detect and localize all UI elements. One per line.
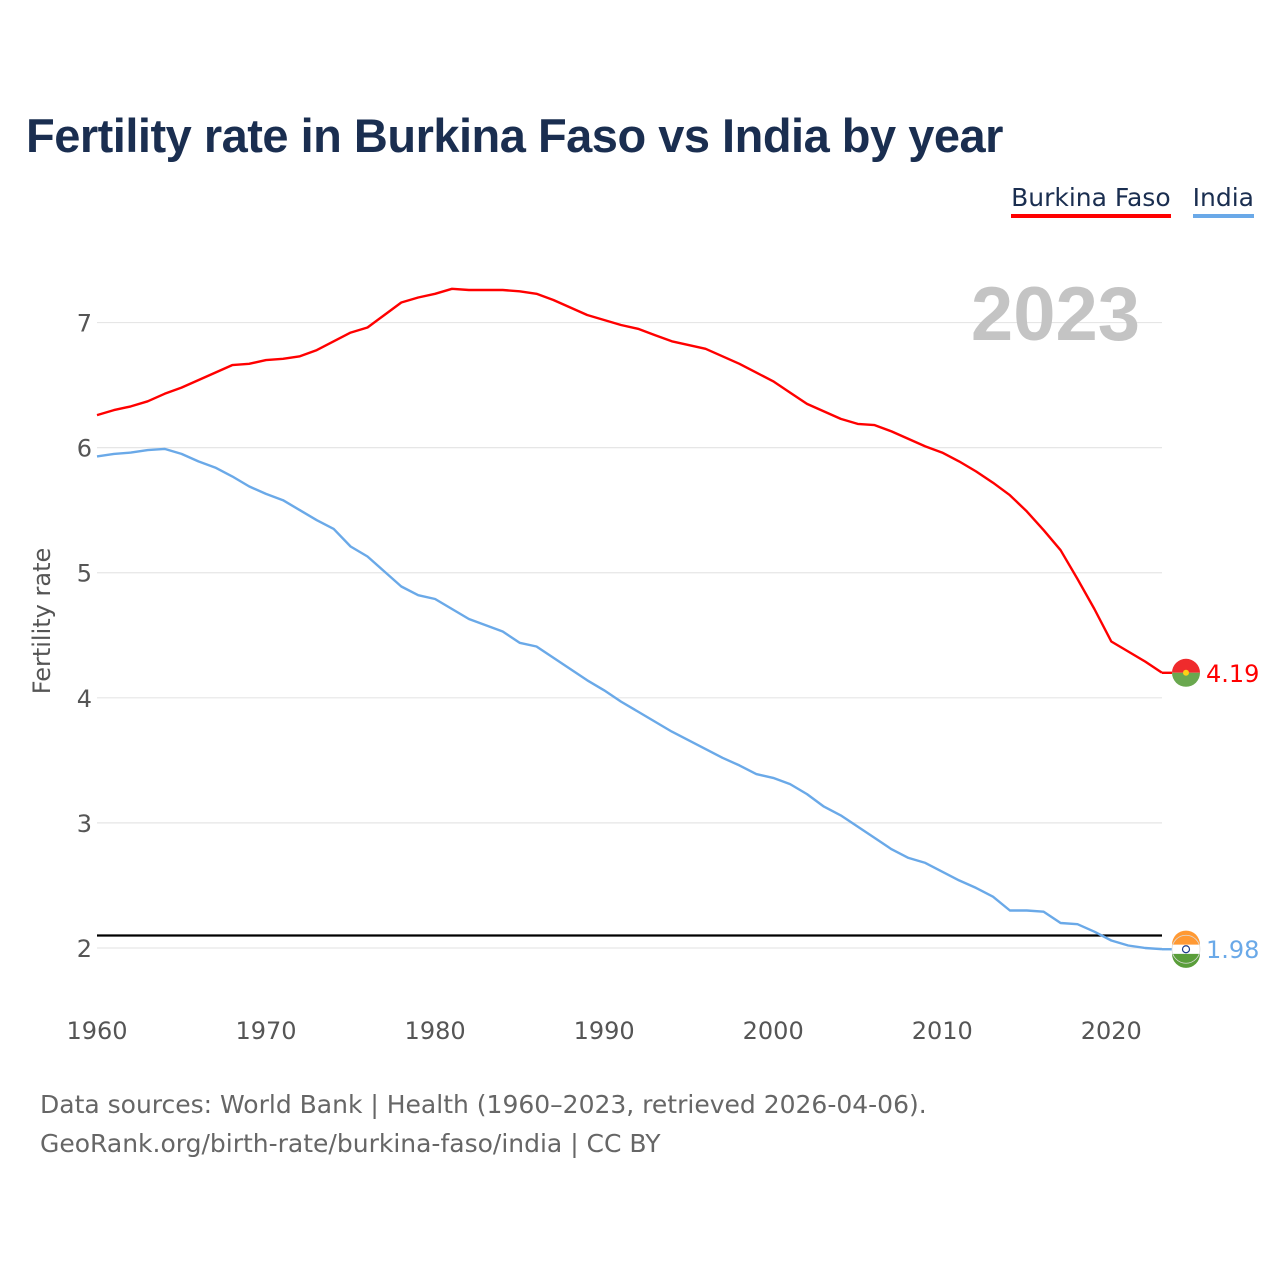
footer-sources: Data sources: World Bank | Health (1960–… <box>40 1090 927 1119</box>
india-flag-icon <box>1171 930 1201 968</box>
y-tick-label: 6 <box>77 435 92 463</box>
chart-title: Fertility rate in Burkina Faso vs India … <box>26 109 1003 162</box>
x-tick-label: 2000 <box>743 1017 804 1045</box>
legend-item-india[interactable]: India <box>1192 183 1254 218</box>
legend: Burkina Faso India <box>1011 183 1254 218</box>
x-tick-label: 2020 <box>1081 1017 1142 1045</box>
y-tick-label: 7 <box>77 310 92 338</box>
series-line-india[interactable] <box>96 447 1163 951</box>
x-tick-label: 2010 <box>912 1017 973 1045</box>
footer: Data sources: World Bank | Health (1960–… <box>40 1085 927 1163</box>
burkina-faso-flag-icon <box>1172 658 1200 687</box>
y-tick-label: 4 <box>77 685 92 713</box>
y-tick-label: 3 <box>77 810 92 838</box>
series-line-burkina-faso[interactable] <box>96 287 1163 674</box>
year-watermark: 2023 <box>971 272 1140 357</box>
y-axis-label: Fertility rate <box>28 548 56 695</box>
x-tick-label: 1970 <box>236 1017 297 1045</box>
x-tick-label: 1990 <box>574 1017 635 1045</box>
x-tick-label: 1960 <box>66 1017 127 1045</box>
y-tick-label: 5 <box>77 560 92 588</box>
footer-link[interactable]: GeoRank.org/birth-rate/burkina-faso/indi… <box>40 1129 661 1158</box>
line-chart: 2023 2 3 4 5 6 7 1960 1970 1980 1990 2000 2010 2020… <box>28 272 1259 1045</box>
legend-item-burkina-faso[interactable]: Burkina Faso <box>1011 183 1171 218</box>
x-tick-label: 1980 <box>405 1017 466 1045</box>
y-tick-label: 2 <box>77 935 92 963</box>
end-value-label-burkina-faso: 4.19 <box>1206 660 1259 688</box>
end-value-label-india: 1.98 <box>1206 936 1259 964</box>
